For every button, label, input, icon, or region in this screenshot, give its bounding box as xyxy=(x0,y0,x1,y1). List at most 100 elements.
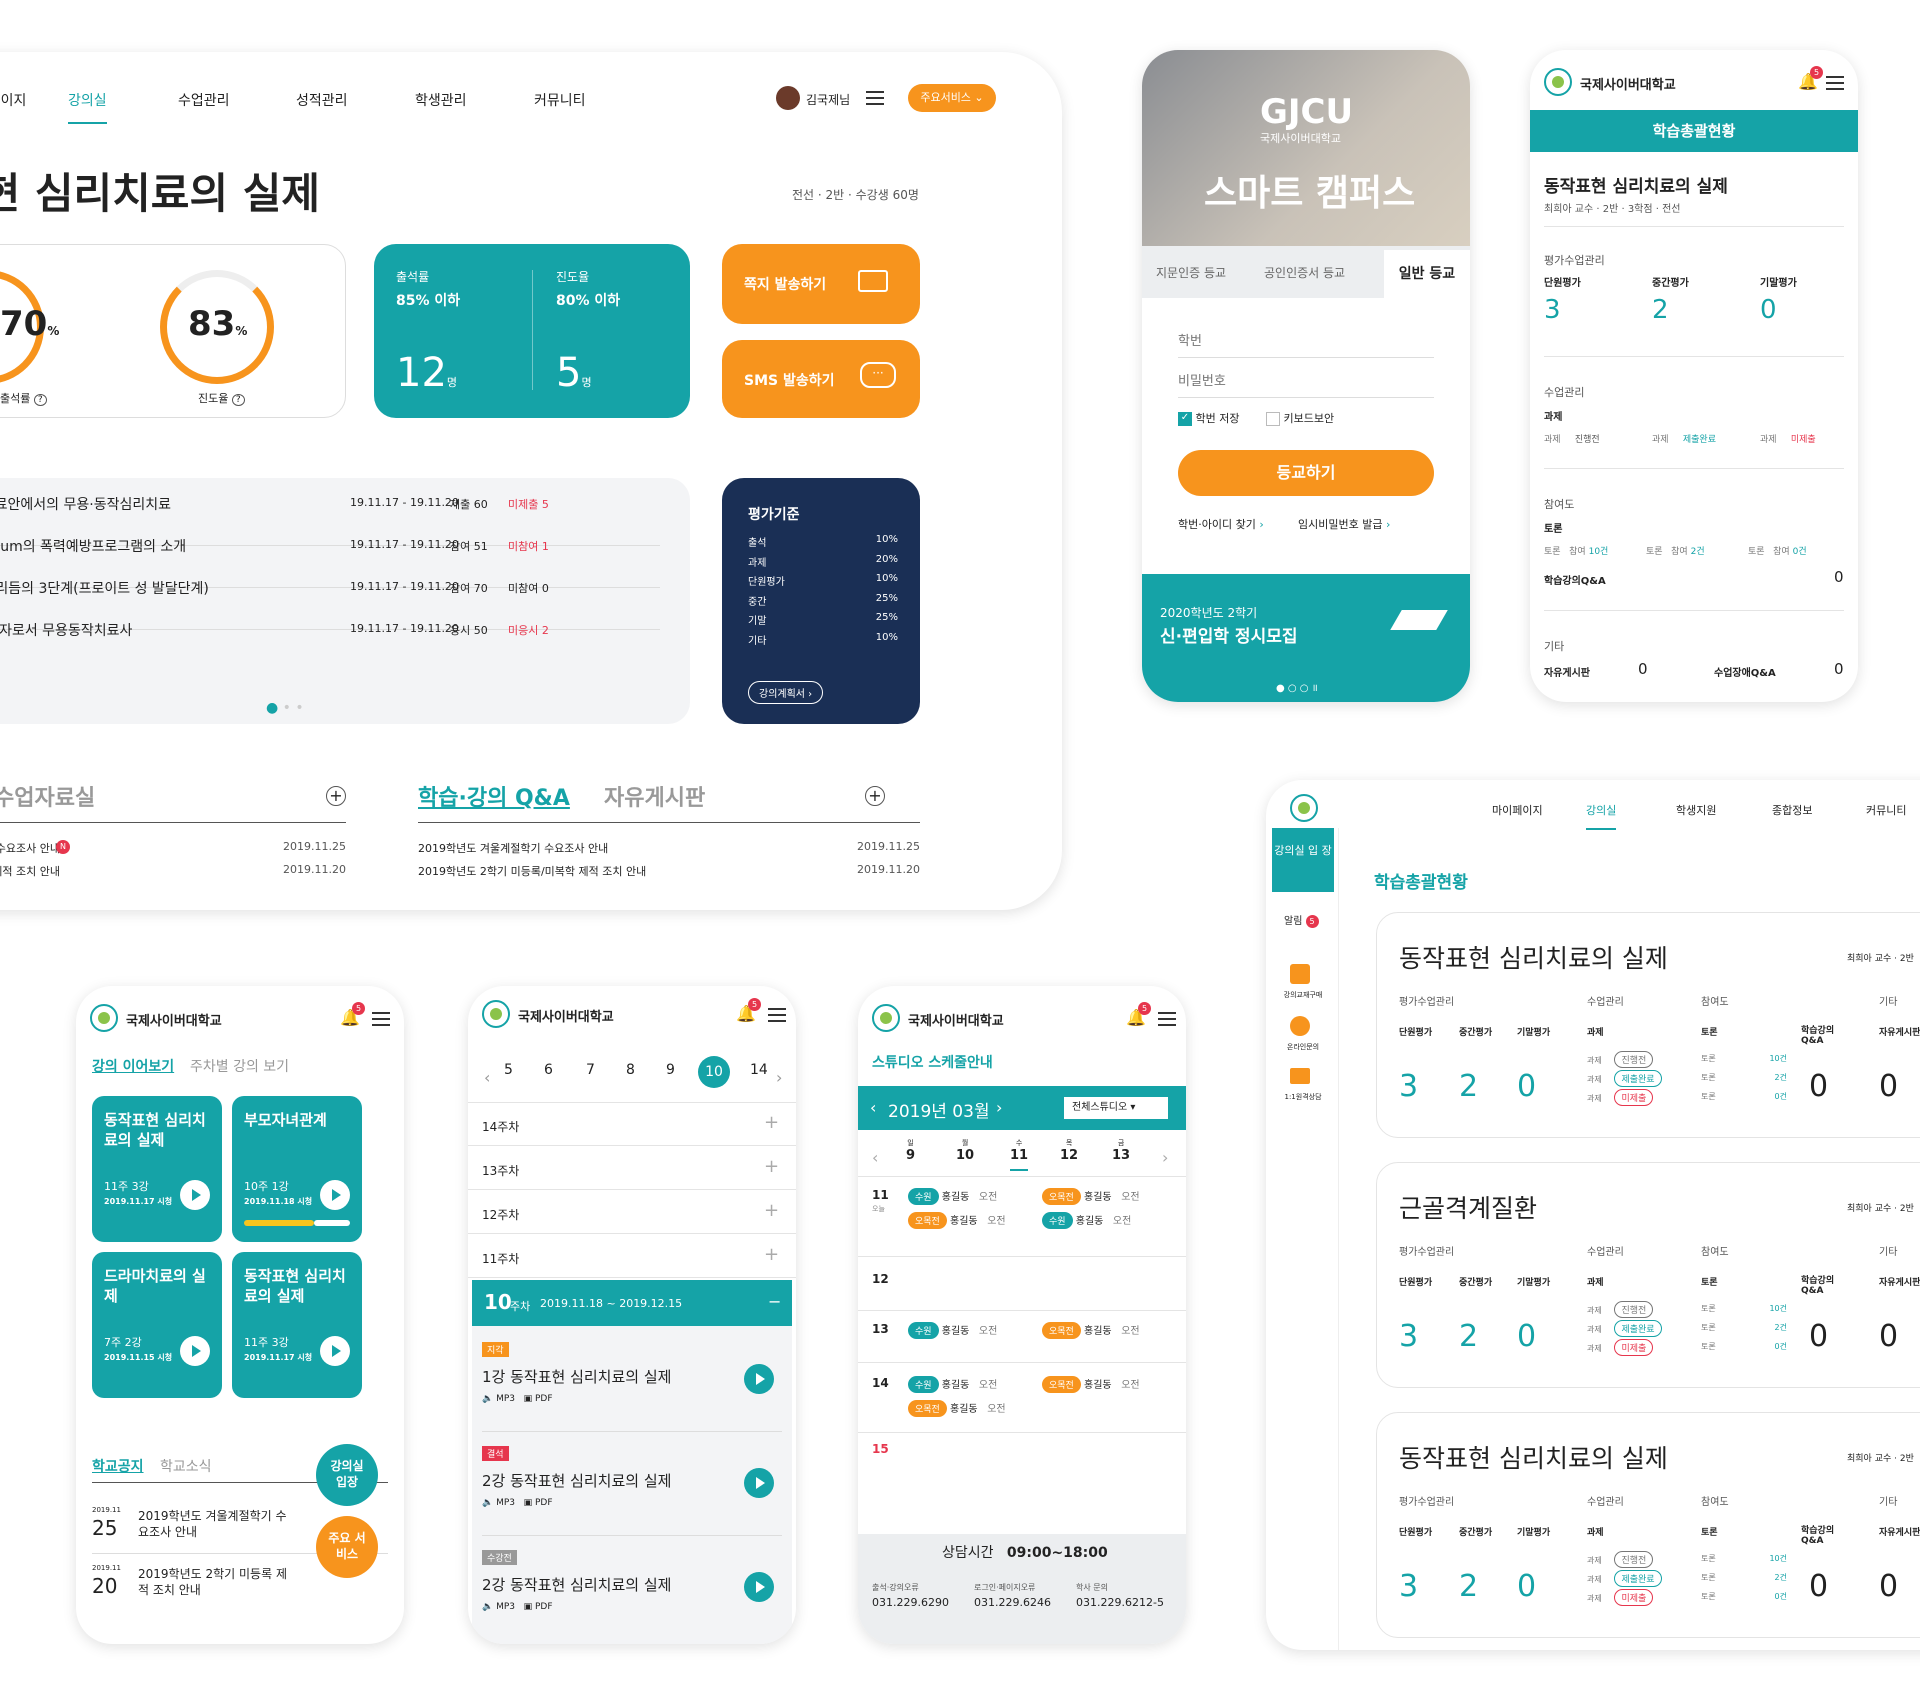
temp-password-link[interactable]: 임시비밀번호 발급 › xyxy=(1298,518,1391,531)
nav-students[interactable]: 학생관리 xyxy=(415,93,467,109)
pdf-icon[interactable]: ▣ xyxy=(523,1394,533,1404)
tab-general[interactable]: 일반 등교 xyxy=(1384,250,1470,298)
tab-materials[interactable]: 수업자료실 xyxy=(0,786,96,811)
day-item[interactable]: 월 10 xyxy=(956,1139,975,1163)
list-item[interactable]: 2019학년도 2학기 미등록/미복학 제적 조치 안내 2019.11.20 xyxy=(418,863,920,878)
next-week-icon[interactable]: › xyxy=(776,1068,783,1087)
save-id-checkbox[interactable]: ✓ 학번 저장 xyxy=(1178,410,1239,426)
side-enter[interactable]: 강의실 입 장 xyxy=(1272,828,1334,892)
desk-nav-item[interactable]: 강의실 xyxy=(1586,802,1617,830)
week-row[interactable]: 12주차 + xyxy=(468,1190,796,1234)
add-icon[interactable]: + xyxy=(326,786,346,806)
play-icon[interactable] xyxy=(744,1572,774,1602)
side-inquiry[interactable]: 온라인문의 xyxy=(1286,1043,1320,1051)
pdf-icon[interactable]: ▣ xyxy=(523,1602,533,1612)
booking[interactable]: 수원 홍길동 오전 xyxy=(908,1376,997,1393)
day-item[interactable]: 금 13 xyxy=(1112,1139,1131,1163)
desk-nav-item[interactable]: 종합정보 xyxy=(1772,804,1813,817)
tab-fingerprint[interactable]: 지문인증 등교 xyxy=(1156,266,1227,280)
admission-banner[interactable]: 2020학년도 2학기 신·편입학 정시모집 ● ○ ○ ॥ xyxy=(1142,574,1470,702)
pdf-icon[interactable]: ▣ xyxy=(523,1498,533,1508)
day-item[interactable]: 목 12 xyxy=(1060,1139,1079,1163)
play-icon[interactable] xyxy=(320,1336,350,1366)
week-number[interactable]: 6 xyxy=(544,1062,553,1078)
tab-resume[interactable]: 강의 이어보기 xyxy=(92,1059,175,1075)
inquiry-icon[interactable] xyxy=(1290,1016,1310,1036)
task-row[interactable]: 개념 : 리듬의 3단계(프로이트 성 발달단계) 19.11.17 - 19.… xyxy=(0,580,660,630)
contact[interactable]: 출석·강의오류 031.229.6290 xyxy=(872,1583,949,1609)
expand-icon[interactable]: + xyxy=(764,1244,780,1265)
side-remote[interactable]: 1:1원격상담 xyxy=(1284,1093,1322,1101)
task-row[interactable]: 적 공감자로서 무용동작치료사 19.11.17 - 19.11.20 응시 5… xyxy=(0,622,549,639)
lecture-tile[interactable]: 드라마치료의 실제 7주 2강 2019.11.15 시청 xyxy=(92,1252,222,1398)
tab-freeboard[interactable]: 자유게시판 xyxy=(604,786,706,811)
course-card[interactable]: 근골격계질환 최희아 교수 · 2반 평가수업관리 수업관리 참여도 기타 단원… xyxy=(1376,1162,1920,1388)
nav-classroom[interactable]: 강의실 xyxy=(68,90,107,124)
menu-icon[interactable] xyxy=(1826,76,1844,90)
audio-icon[interactable]: 🔈 xyxy=(482,1498,494,1508)
studio-select[interactable]: 전체스튜디오 ▾ xyxy=(1064,1097,1168,1119)
week-row[interactable]: 14주차 + xyxy=(468,1102,796,1146)
next-day-icon[interactable]: › xyxy=(1162,1148,1169,1167)
avatar[interactable] xyxy=(776,86,800,110)
tab-certificate[interactable]: 공인인증서 등교 xyxy=(1264,266,1346,280)
help-icon[interactable]: ? xyxy=(231,394,245,406)
nav-community[interactable]: 커뮤니티 xyxy=(534,93,586,109)
collapse-icon[interactable]: − xyxy=(768,1292,782,1311)
week-number[interactable]: 5 xyxy=(504,1062,513,1078)
login-button[interactable]: 등교하기 xyxy=(1178,450,1434,496)
week-number[interactable]: 14 xyxy=(750,1062,768,1078)
booking[interactable]: 수원 홍길동 오전 xyxy=(1042,1212,1131,1229)
week-number[interactable]: 7 xyxy=(586,1062,595,1078)
week-row[interactable]: 11주차 + xyxy=(468,1234,796,1278)
course-card[interactable]: 동작표현 심리치료의 실제 최희아 교수 · 2반 평가수업관리 수업관리 참여… xyxy=(1376,912,1920,1138)
password-input[interactable] xyxy=(1178,364,1434,398)
tab-notice[interactable]: 학교공지 xyxy=(92,1459,144,1475)
find-id-link[interactable]: 학번·아이디 찾기 › xyxy=(1178,518,1264,531)
play-icon[interactable] xyxy=(320,1180,350,1210)
send-sms-button[interactable]: SMS 발송하기 ··· xyxy=(722,340,920,418)
prev-day-icon[interactable]: ‹ xyxy=(872,1148,879,1167)
textbook-icon[interactable] xyxy=(1290,964,1310,984)
banner-dots[interactable]: ● ○ ○ ॥ xyxy=(1276,683,1318,694)
service-button[interactable]: 주요서비스 ⌄ xyxy=(908,84,996,112)
play-icon[interactable] xyxy=(180,1180,210,1210)
play-icon[interactable] xyxy=(744,1468,774,1498)
syllabus-button[interactable]: 강의계획서 › xyxy=(748,681,824,704)
service-fab[interactable]: 주요 서비스 xyxy=(316,1516,378,1578)
keyboard-security-checkbox[interactable]: 키보드보안 xyxy=(1266,410,1334,426)
week-row[interactable]: 13주차 + xyxy=(468,1146,796,1190)
booking[interactable]: 오목전 홍길동 오전 xyxy=(908,1212,1006,1229)
nav-class-mgmt[interactable]: 수업관리 xyxy=(178,93,230,109)
booking[interactable]: 오목전 홍길동 오전 xyxy=(1042,1188,1140,1205)
pager-dots[interactable]: ● • • xyxy=(266,700,304,716)
lecture-tile[interactable]: 부모자녀관계 10주 1강 2019.11.18 시청 xyxy=(232,1096,362,1242)
send-note-button[interactable]: 쪽지 발송하기 xyxy=(722,244,920,324)
week-number[interactable]: 9 xyxy=(666,1062,675,1078)
course-card[interactable]: 동작표현 심리치료의 실제 최희아 교수 · 2반 평가수업관리 수업관리 참여… xyxy=(1376,1412,1920,1638)
week-number[interactable]: 10 xyxy=(698,1056,730,1088)
nav-grades[interactable]: 성적관리 xyxy=(296,93,348,109)
open-week-header[interactable]: 10 주차 2019.11.18 ~ 2019.12.15 − xyxy=(472,1280,792,1326)
next-month-icon[interactable]: › xyxy=(996,1098,1003,1117)
week-number[interactable]: 8 xyxy=(626,1062,635,1078)
expand-icon[interactable]: + xyxy=(764,1156,780,1177)
desk-nav-item[interactable]: 마이페이지 xyxy=(1492,804,1543,817)
task-row[interactable]: Kornblum의 폭력예방프로그램의 소개 19.11.17 - 19.11.… xyxy=(0,538,660,588)
booking[interactable]: 오목전 홍길동 오전 xyxy=(1042,1376,1140,1393)
help-icon[interactable]: ? xyxy=(33,394,47,406)
list-item[interactable]: 2019.11 25 2019학년도 겨울계절학기 수요조사 안내 xyxy=(92,1498,388,1554)
remote-icon[interactable] xyxy=(1290,1068,1310,1084)
prev-month-icon[interactable]: ‹ xyxy=(870,1098,877,1117)
prev-week-icon[interactable]: ‹ xyxy=(484,1068,491,1087)
side-textbook[interactable]: 강의교재구매 xyxy=(1283,991,1323,999)
audio-icon[interactable]: 🔈 xyxy=(482,1602,494,1612)
lecture-tile[interactable]: 동작표현 심리치료의 실제 11주 3강 2019.11.17 시청 xyxy=(232,1252,362,1398)
menu-icon[interactable] xyxy=(1158,1012,1176,1026)
side-alarm[interactable]: 알림 5 xyxy=(1284,912,1319,928)
booking[interactable]: 오목전 홍길동 오전 xyxy=(908,1400,1006,1417)
menu-icon[interactable] xyxy=(866,91,884,105)
lesson-item[interactable]: 수강전 2강 동작표현 심리치료의 실제 🔈 MP3 ▣ PDF xyxy=(482,1550,782,1640)
contact[interactable]: 로그인·페이지오류 031.229.6246 xyxy=(974,1583,1051,1609)
